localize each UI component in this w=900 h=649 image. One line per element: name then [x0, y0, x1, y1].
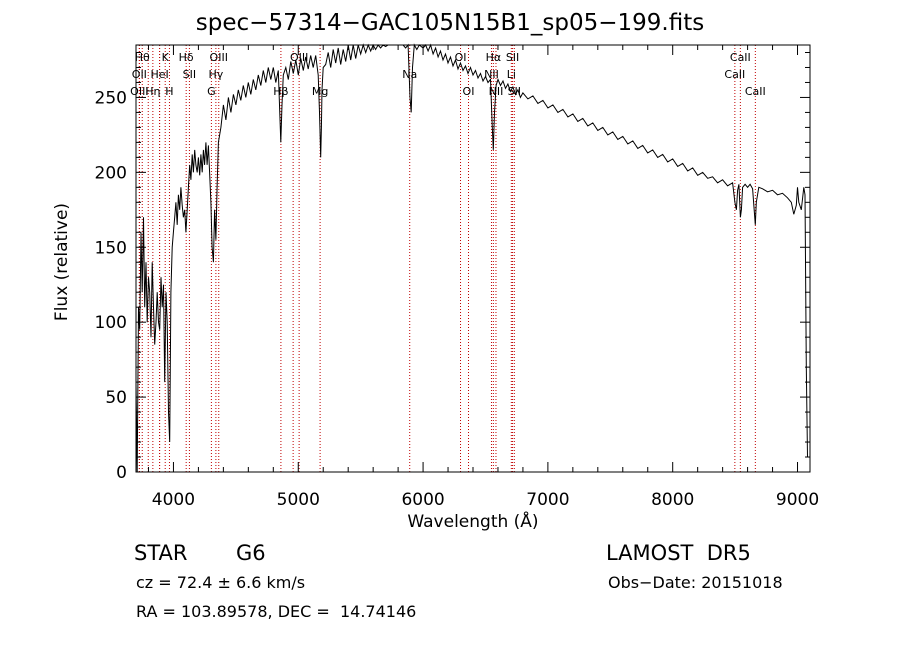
- line-marker-label: Hβ: [273, 85, 288, 98]
- x-tick-label: 7000: [526, 490, 569, 510]
- y-axis-label: Flux (relative): [52, 202, 72, 322]
- line-marker-label: OIII: [210, 51, 228, 64]
- line-marker-label: SII: [506, 51, 519, 64]
- x-axis-ticks: 4000 5000 6000 7000 8000 9000: [147, 45, 819, 510]
- spectrum-line: [135, 43, 808, 473]
- line-marker-label: OIII: [130, 85, 148, 98]
- line-marker-label: SII: [183, 68, 196, 81]
- y-tick-label: 200: [95, 163, 127, 183]
- line-marker-label: NII: [484, 68, 499, 81]
- line-marker-label: Li: [507, 68, 516, 81]
- line-marker-label: G: [207, 85, 216, 98]
- line-markers: [138, 45, 756, 472]
- line-marker-label: CaII: [745, 85, 766, 98]
- survey-name: LAMOST DR5: [606, 541, 751, 565]
- plot-frame: [135, 44, 811, 473]
- y-axis-ticks: 0 50 100 150 200 250: [95, 51, 810, 483]
- observation-date: Obs−Date: 20151018: [608, 573, 783, 592]
- y-tick-label: 50: [105, 388, 127, 408]
- line-marker-label: CaII: [724, 68, 745, 81]
- line-marker-label: Hη: [145, 85, 160, 98]
- redshift-value: cz = 72.4 ± 6.6 km/s: [136, 573, 306, 592]
- line-marker-label: OIII: [290, 51, 308, 64]
- line-marker-label: K: [162, 51, 170, 64]
- y-tick-label: 100: [95, 313, 127, 333]
- line-marker-label: OI: [455, 51, 467, 64]
- line-marker-label: HeI: [150, 68, 168, 81]
- chart-title: spec−57314−GAC105N15B1_sp05−199.fits: [195, 10, 705, 36]
- object-subclass: G6: [236, 541, 266, 565]
- object-class: STAR: [134, 541, 188, 565]
- line-marker-label: Mg: [312, 85, 328, 98]
- x-tick-label: 5000: [277, 490, 320, 510]
- line-marker-label: Hγ: [208, 68, 223, 81]
- line-marker-label: Hα: [486, 51, 502, 64]
- y-tick-label: 150: [95, 238, 127, 258]
- y-tick-label: 0: [116, 463, 127, 483]
- x-tick-label: 9000: [776, 490, 819, 510]
- x-tick-label: 6000: [401, 490, 444, 510]
- coordinates: RA = 103.89578, DEC = 14.74146: [136, 602, 417, 621]
- line-marker-label: CaII: [730, 51, 751, 64]
- line-marker-label: Hθ: [135, 51, 150, 64]
- x-axis-label: Wavelength (Å): [407, 512, 539, 532]
- x-tick-label: 8000: [651, 490, 694, 510]
- line-marker-label: Hδ: [179, 51, 194, 64]
- line-marker-label: OI: [463, 85, 475, 98]
- line-marker-label: OII: [132, 68, 147, 81]
- y-tick-label: 250: [95, 88, 127, 108]
- line-marker-labels: HθOIIOIIIHηKHHeIHδSIIGHγOIIIHβOIIIMgNaOI…: [130, 51, 766, 98]
- x-tick-label: 4000: [152, 490, 195, 510]
- line-marker-label: H: [165, 85, 173, 98]
- line-marker-label: Na: [402, 68, 417, 81]
